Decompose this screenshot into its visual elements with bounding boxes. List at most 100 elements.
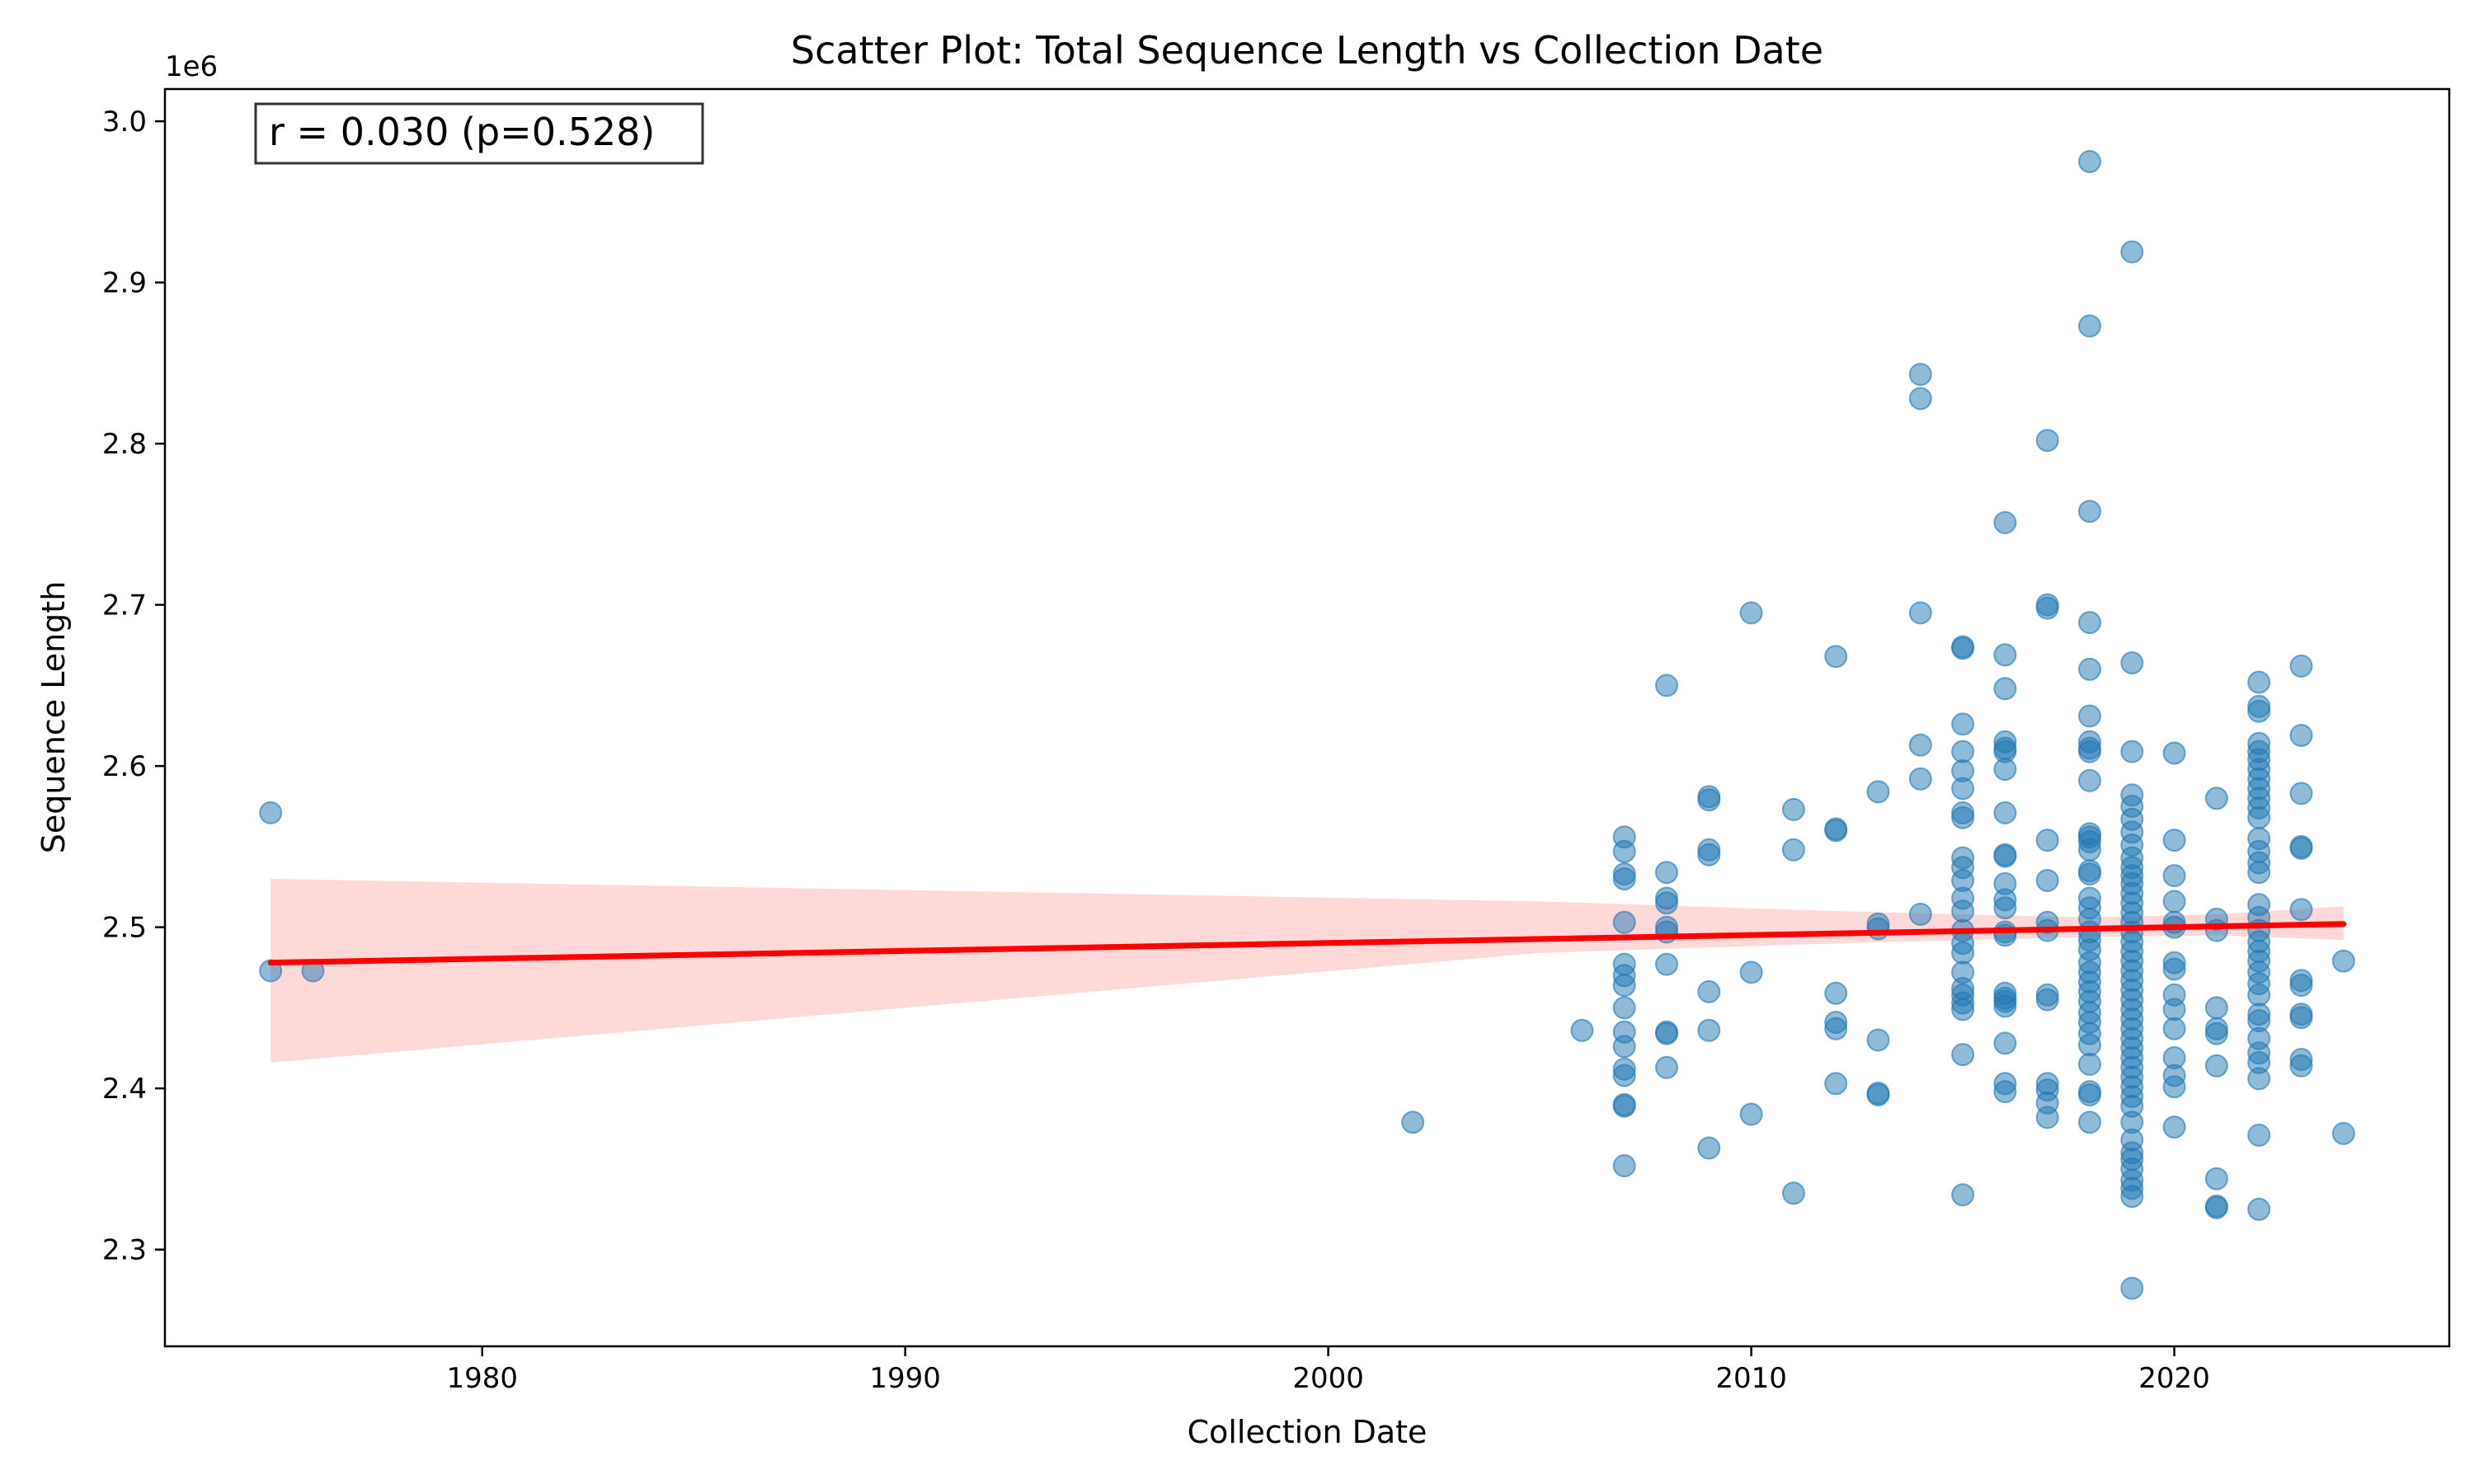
data-point	[1655, 1055, 1678, 1079]
data-point	[1866, 780, 1890, 804]
confidence-band-layer	[270, 879, 2344, 1063]
points-layer	[259, 150, 2355, 1300]
data-point	[1612, 839, 1636, 863]
data-point	[2162, 1017, 2186, 1040]
data-point	[1908, 601, 1932, 625]
data-point	[2204, 1054, 2228, 1078]
data-point	[2204, 1167, 2228, 1190]
data-point	[2289, 1006, 2313, 1030]
data-point	[1781, 1181, 1805, 1205]
y-tick-label: 2.5	[102, 912, 147, 945]
data-point	[1951, 941, 1975, 965]
data-point	[1612, 867, 1636, 890]
data-point	[2078, 768, 2101, 792]
data-point	[2247, 699, 2271, 723]
y-offset-label: 1e6	[165, 50, 218, 83]
data-point	[1655, 1021, 1678, 1045]
data-point	[2078, 862, 2101, 886]
data-point	[1908, 363, 1932, 387]
data-point	[1401, 1111, 1425, 1134]
chart-title: Scatter Plot: Total Sequence Length vs C…	[791, 28, 1823, 73]
data-point	[2035, 869, 2059, 892]
data-point	[2078, 1033, 2101, 1057]
data-point	[2035, 829, 2059, 852]
regression-line-layer	[267, 921, 2347, 966]
data-point	[2331, 949, 2355, 973]
data-point	[1951, 777, 1975, 801]
data-point	[2204, 918, 2228, 942]
y-axis-label: Sequence Length	[35, 581, 72, 854]
data-point	[2078, 611, 2101, 635]
data-point	[2289, 724, 2313, 747]
data-point	[2078, 657, 2101, 681]
data-point	[1908, 387, 1932, 411]
data-point	[2247, 805, 2271, 829]
data-point	[1697, 1136, 1721, 1160]
data-point	[2162, 1115, 2186, 1139]
data-point	[2162, 741, 2186, 765]
x-tick-label: 1990	[869, 1362, 941, 1395]
data-point	[2120, 1185, 2144, 1209]
confidence-band	[270, 879, 2344, 1063]
data-point	[259, 801, 283, 824]
data-point	[2162, 890, 2186, 913]
data-point	[1993, 896, 2017, 920]
x-tick-label: 2000	[1292, 1362, 1364, 1395]
data-point	[1951, 899, 1975, 923]
data-point	[1866, 1028, 1890, 1052]
x-axis-label: Collection Date	[1188, 1414, 1427, 1450]
data-point	[1697, 788, 1721, 812]
data-point	[1739, 1102, 1763, 1126]
data-point	[2078, 500, 2101, 524]
x-tick-label: 2020	[2138, 1362, 2210, 1395]
data-point	[2289, 836, 2313, 860]
data-point	[1951, 1183, 1975, 1207]
data-point	[2247, 861, 2271, 885]
data-point	[1993, 801, 2017, 824]
data-point	[1824, 645, 1848, 669]
data-point	[2078, 1052, 2101, 1076]
data-point	[1612, 996, 1636, 1020]
data-point	[1824, 1017, 1848, 1040]
regression-line	[267, 921, 2347, 966]
data-point	[1739, 960, 1763, 984]
data-point	[2204, 1021, 2228, 1045]
data-point	[1951, 1043, 1975, 1067]
data-point	[1993, 643, 2017, 667]
data-point	[2078, 704, 2101, 728]
data-point	[1824, 981, 1848, 1005]
data-point	[2204, 1195, 2228, 1219]
data-point	[1612, 1064, 1636, 1087]
data-point	[2162, 864, 2186, 888]
data-point	[1993, 1031, 2017, 1055]
y-tick-label: 2.9	[102, 267, 147, 300]
data-point	[2078, 1083, 2101, 1106]
data-point	[2289, 654, 2313, 678]
data-point	[2289, 898, 2313, 922]
data-point	[2078, 150, 2101, 173]
data-point	[1908, 767, 1932, 791]
data-point	[1993, 1080, 2017, 1104]
data-point	[1951, 998, 1975, 1021]
data-point	[1612, 910, 1636, 934]
data-point	[1951, 636, 1975, 660]
data-point	[1612, 1035, 1636, 1059]
data-point	[1951, 805, 1975, 829]
y-tick-label: 2.6	[102, 750, 147, 783]
data-point	[1993, 844, 2017, 868]
data-point	[2162, 1075, 2186, 1099]
data-point	[2247, 1123, 2271, 1147]
data-point	[2035, 1106, 2059, 1129]
data-point	[2035, 429, 2059, 453]
data-point	[1697, 1018, 1721, 1042]
data-point	[2120, 740, 2144, 763]
data-point	[2120, 1276, 2144, 1300]
data-point	[1655, 861, 1678, 885]
data-point	[1739, 601, 1763, 625]
data-point	[1655, 952, 1678, 976]
data-point	[2078, 1111, 2101, 1134]
data-point	[1697, 979, 1721, 1003]
annotation-box	[254, 102, 704, 165]
